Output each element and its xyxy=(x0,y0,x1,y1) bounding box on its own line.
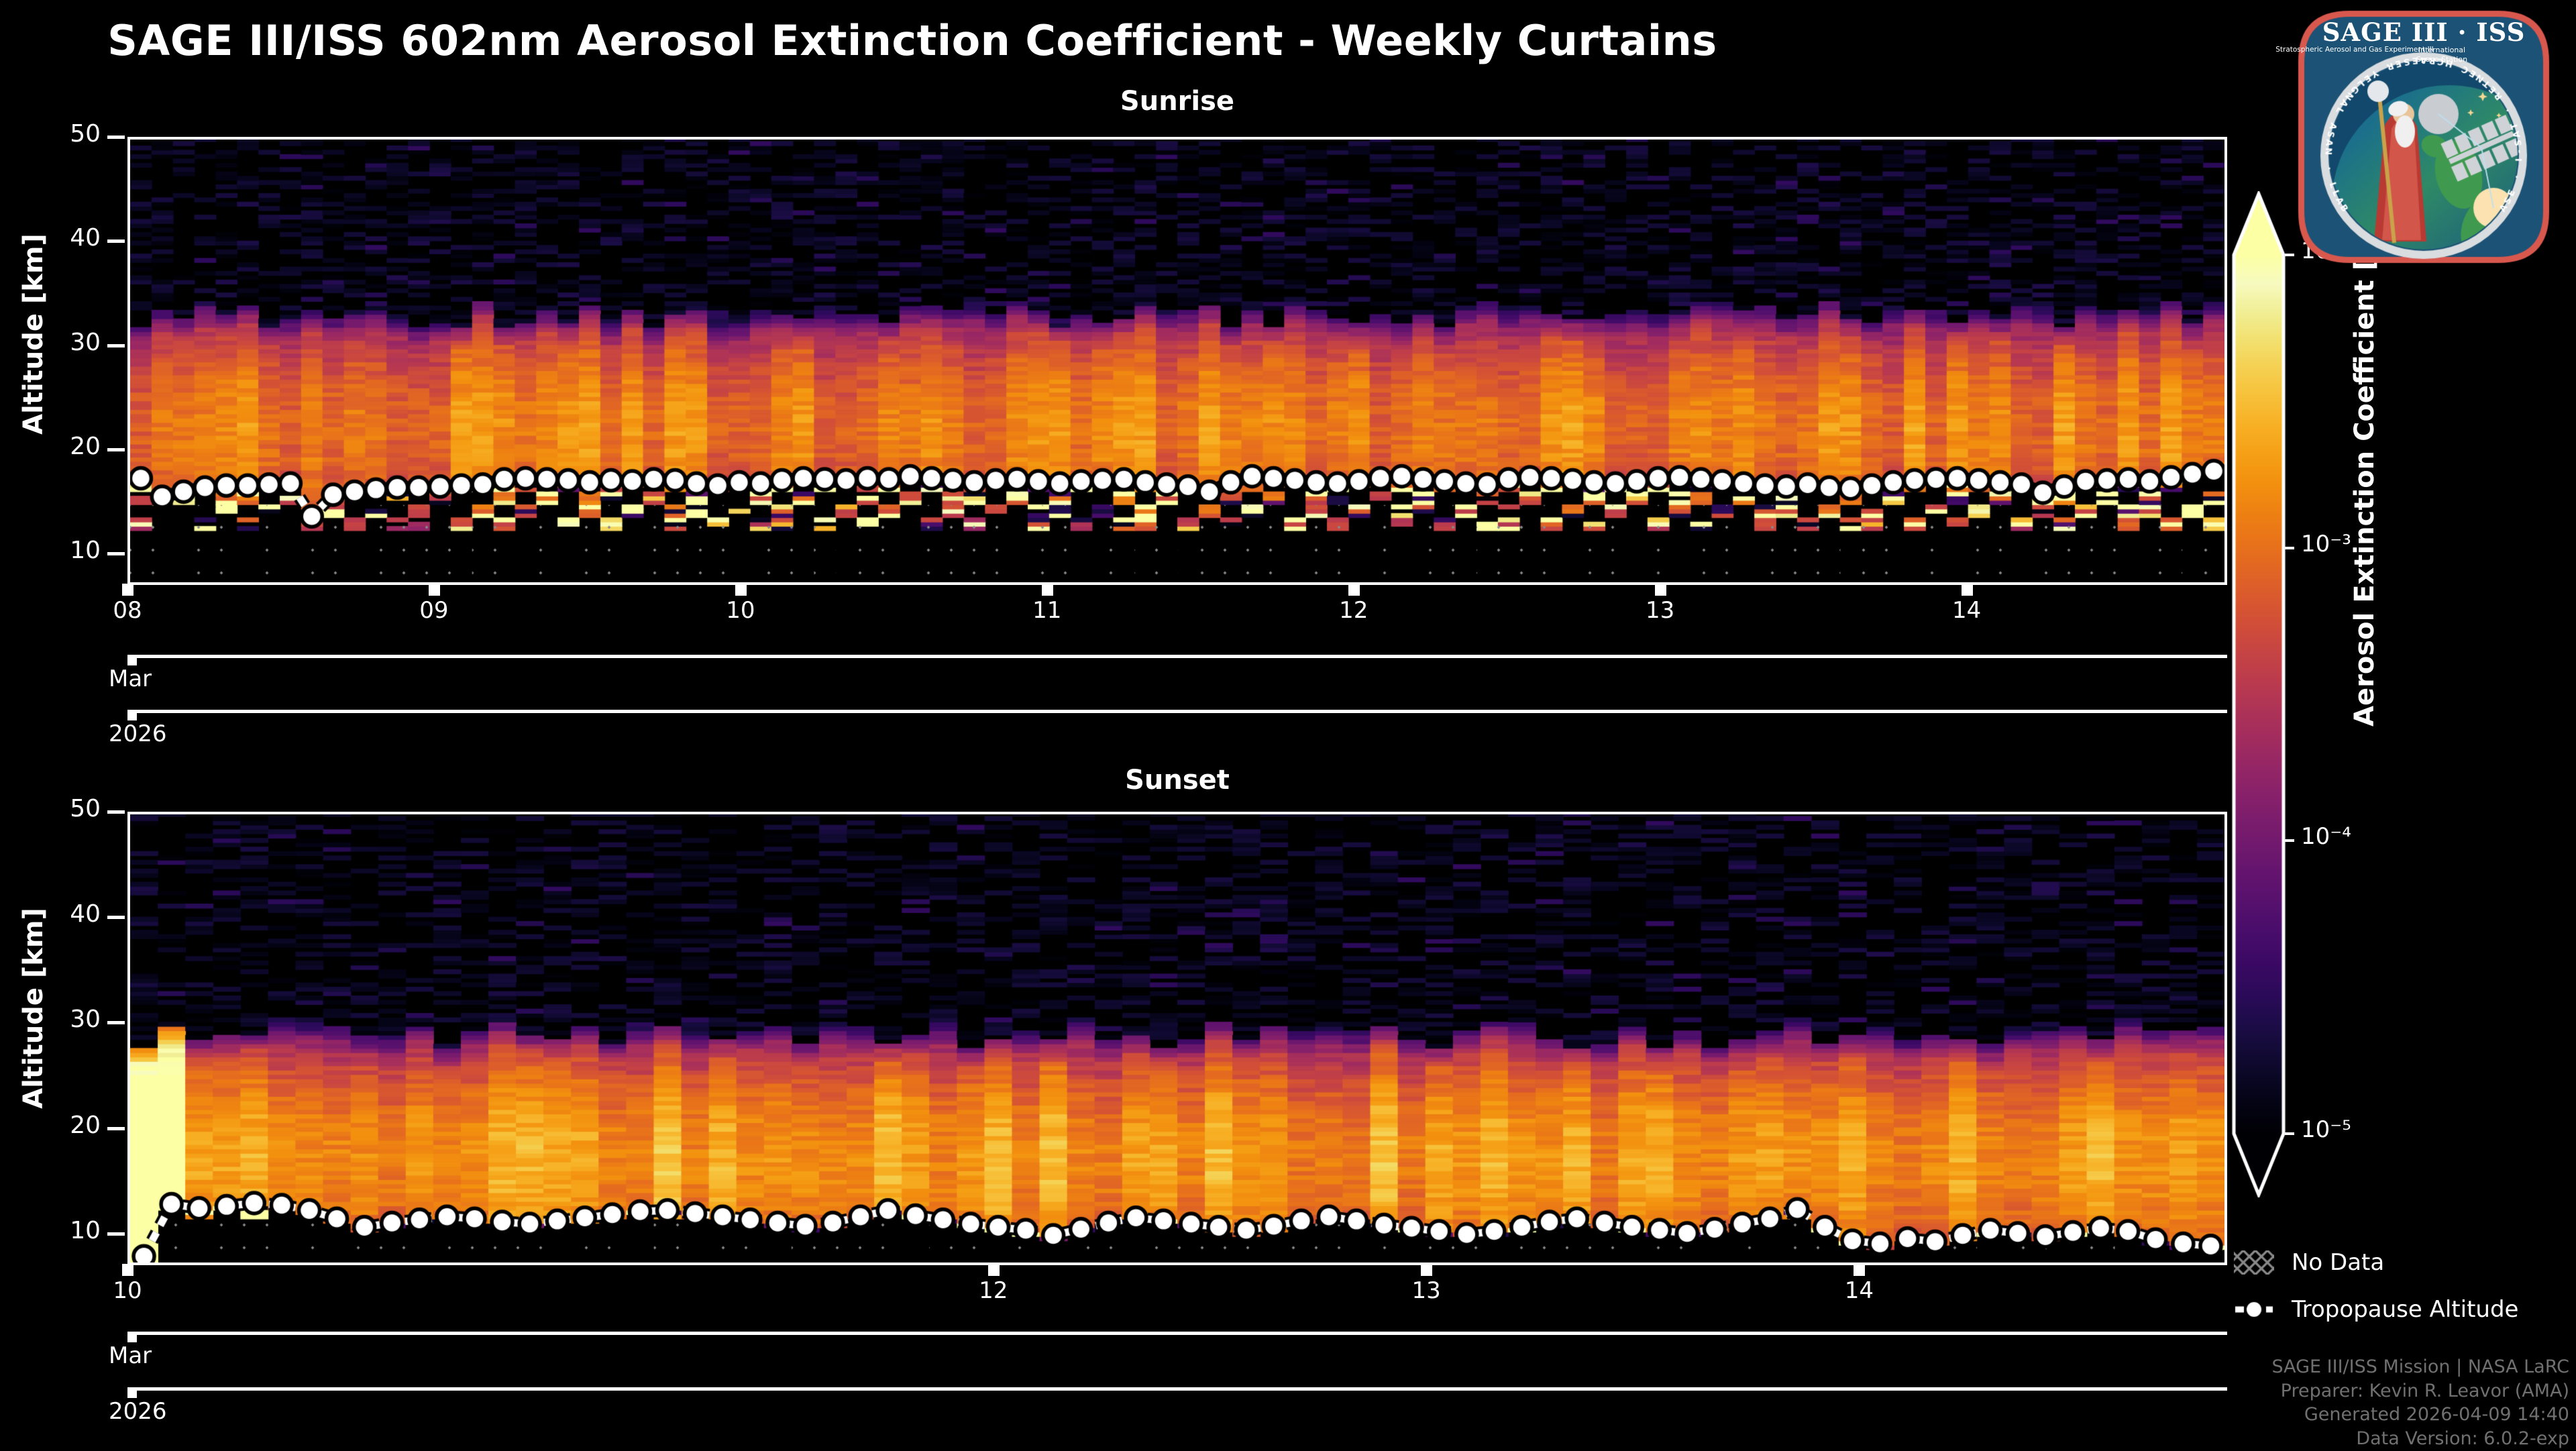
x-tickmark xyxy=(122,1264,133,1276)
no-data-hatch-swatch xyxy=(2234,1250,2274,1275)
y-tick-yticks-sunset-30: 30 xyxy=(70,1006,101,1034)
month-level-rule-sunrise xyxy=(127,655,2227,658)
y-tickmark xyxy=(107,1126,125,1130)
x-tick-xticks-sunset-12: 12 xyxy=(979,1277,1008,1304)
y-tick-yticks-sunrise-10: 10 xyxy=(70,537,101,565)
curtain-heatmap-sunrise xyxy=(130,140,2224,582)
x-tick-xticks-sunrise-12: 12 xyxy=(1339,597,1368,624)
sage-iii-iss-mission-patch: SAGE III · ISS Stratospheric Aerosol and… xyxy=(2275,5,2555,268)
y-tickmark xyxy=(107,343,125,347)
x-tickmark xyxy=(1854,1264,1866,1276)
axes-frame-sunrise xyxy=(127,137,2227,585)
credit-line-mission: SAGE III/ISS Mission | NASA LaRC xyxy=(2271,1356,2569,1377)
y-tickmark xyxy=(107,136,125,139)
panel-title-sunrise: Sunrise xyxy=(1120,86,1235,117)
legend-item-no-data[interactable]: No Data xyxy=(2234,1249,2384,1276)
y-tick-yticks-sunset-40: 40 xyxy=(70,900,101,928)
x-tickmark xyxy=(428,584,440,596)
y-tickmark xyxy=(107,1021,125,1025)
patch-subtitle-right-line1: International xyxy=(2418,46,2466,54)
x-tick-xticks-sunset-13: 13 xyxy=(1411,1277,1441,1304)
year-label-sunset: 2026 xyxy=(109,1398,167,1425)
y-tickmark xyxy=(107,552,125,556)
x-tick-xticks-sunset-10: 10 xyxy=(113,1277,142,1304)
x-tickmark xyxy=(987,1264,1000,1276)
year-label-sunrise: 2026 xyxy=(109,720,167,747)
colorbar-tick-3: 10⁻⁵ xyxy=(2301,1116,2351,1143)
credit-line-generated: Generated 2026-04-09 14:40 xyxy=(2304,1404,2569,1426)
colorbar-tickmark xyxy=(2285,546,2294,549)
x-tick-xticks-sunrise-14: 14 xyxy=(1951,597,1982,624)
year-level-tick-sunrise xyxy=(127,710,137,720)
year-level-tick-sunset xyxy=(127,1387,137,1398)
patch-title: SAGE III · ISS xyxy=(2322,17,2526,47)
x-tickmark xyxy=(1421,1264,1433,1276)
credits-block: SAGE III/ISS Mission | NASA LaRC Prepare… xyxy=(2271,1355,2569,1451)
axes-frame-sunset xyxy=(127,812,2227,1265)
x-tickmark xyxy=(1041,584,1053,596)
patch-subtitle-left: Stratospheric Aerosol and Gas Experiment… xyxy=(2275,46,2434,54)
panel-title-sunset: Sunset xyxy=(1125,765,1230,796)
legend-label-tropopause: Tropopause Altitude xyxy=(2292,1296,2519,1323)
y-tick-yticks-sunrise-30: 30 xyxy=(70,328,101,356)
x-tickmark xyxy=(1348,584,1360,596)
year-level-rule-sunrise xyxy=(127,710,2227,713)
month-level-tick-sunset xyxy=(127,1332,137,1342)
x-tick-xticks-sunset-14: 14 xyxy=(1844,1277,1874,1304)
y-tick-yticks-sunrise-40: 40 xyxy=(70,224,101,252)
legend-item-tropopause[interactable]: Tropopause Altitude xyxy=(2234,1296,2518,1323)
y-tick-yticks-sunset-10: 10 xyxy=(70,1216,101,1244)
credit-line-version: Data Version: 6.0.2-exp xyxy=(2356,1428,2569,1449)
colorbar-tickmark xyxy=(2285,254,2294,256)
x-tickmark xyxy=(735,584,747,596)
colorbar-tick-2: 10⁻⁴ xyxy=(2301,823,2351,851)
tropopause-line-swatch xyxy=(2234,1297,2274,1322)
y-tick-yticks-sunset-50: 50 xyxy=(70,795,101,822)
y-tickmark xyxy=(107,810,125,814)
legend-label-no-data: No Data xyxy=(2292,1249,2385,1276)
patch-subtitle-right-line2: Space Station xyxy=(2416,55,2468,64)
y-tick-yticks-sunrise-20: 20 xyxy=(70,433,101,461)
y-tick-yticks-sunset-20: 20 xyxy=(70,1111,101,1139)
month-level-rule-sunset xyxy=(127,1332,2227,1335)
colorbar-axis-label: Aerosol Extinction Coefficient [km⁻¹] xyxy=(2349,174,2380,727)
y-tickmark xyxy=(107,448,125,452)
month-label-sunset: Mar xyxy=(109,1342,152,1369)
colorbar xyxy=(2229,191,2289,1197)
y-tickmark xyxy=(107,1232,125,1236)
x-tickmark xyxy=(1961,584,1973,596)
colorbar-tickmark xyxy=(2285,1132,2294,1135)
x-tick-xticks-sunrise-09: 09 xyxy=(419,597,449,624)
x-tick-xticks-sunrise-10: 10 xyxy=(726,597,755,624)
x-tick-xticks-sunrise-08: 08 xyxy=(113,597,142,624)
x-tick-xticks-sunrise-11: 11 xyxy=(1032,597,1062,624)
x-tickmark xyxy=(1654,584,1666,596)
x-tick-xticks-sunrise-13: 13 xyxy=(1646,597,1675,624)
credit-line-preparer: Preparer: Kevin R. Leavor (AMA) xyxy=(2280,1380,2569,1401)
month-level-tick-sunrise xyxy=(127,655,137,665)
month-label-sunrise: Mar xyxy=(109,665,152,692)
colorbar-tickmark xyxy=(2285,839,2294,843)
x-tickmark xyxy=(122,584,133,596)
y-tickmark xyxy=(107,239,125,244)
year-level-rule-sunset xyxy=(127,1387,2227,1391)
curtain-heatmap-sunset xyxy=(130,814,2224,1262)
y-tick-yticks-sunrise-50: 50 xyxy=(70,120,101,148)
figure-title: SAGE III/ISS 602nm Aerosol Extinction Co… xyxy=(107,16,1717,65)
y-tickmark xyxy=(107,916,125,920)
colorbar-tick-1: 10⁻³ xyxy=(2301,530,2351,557)
